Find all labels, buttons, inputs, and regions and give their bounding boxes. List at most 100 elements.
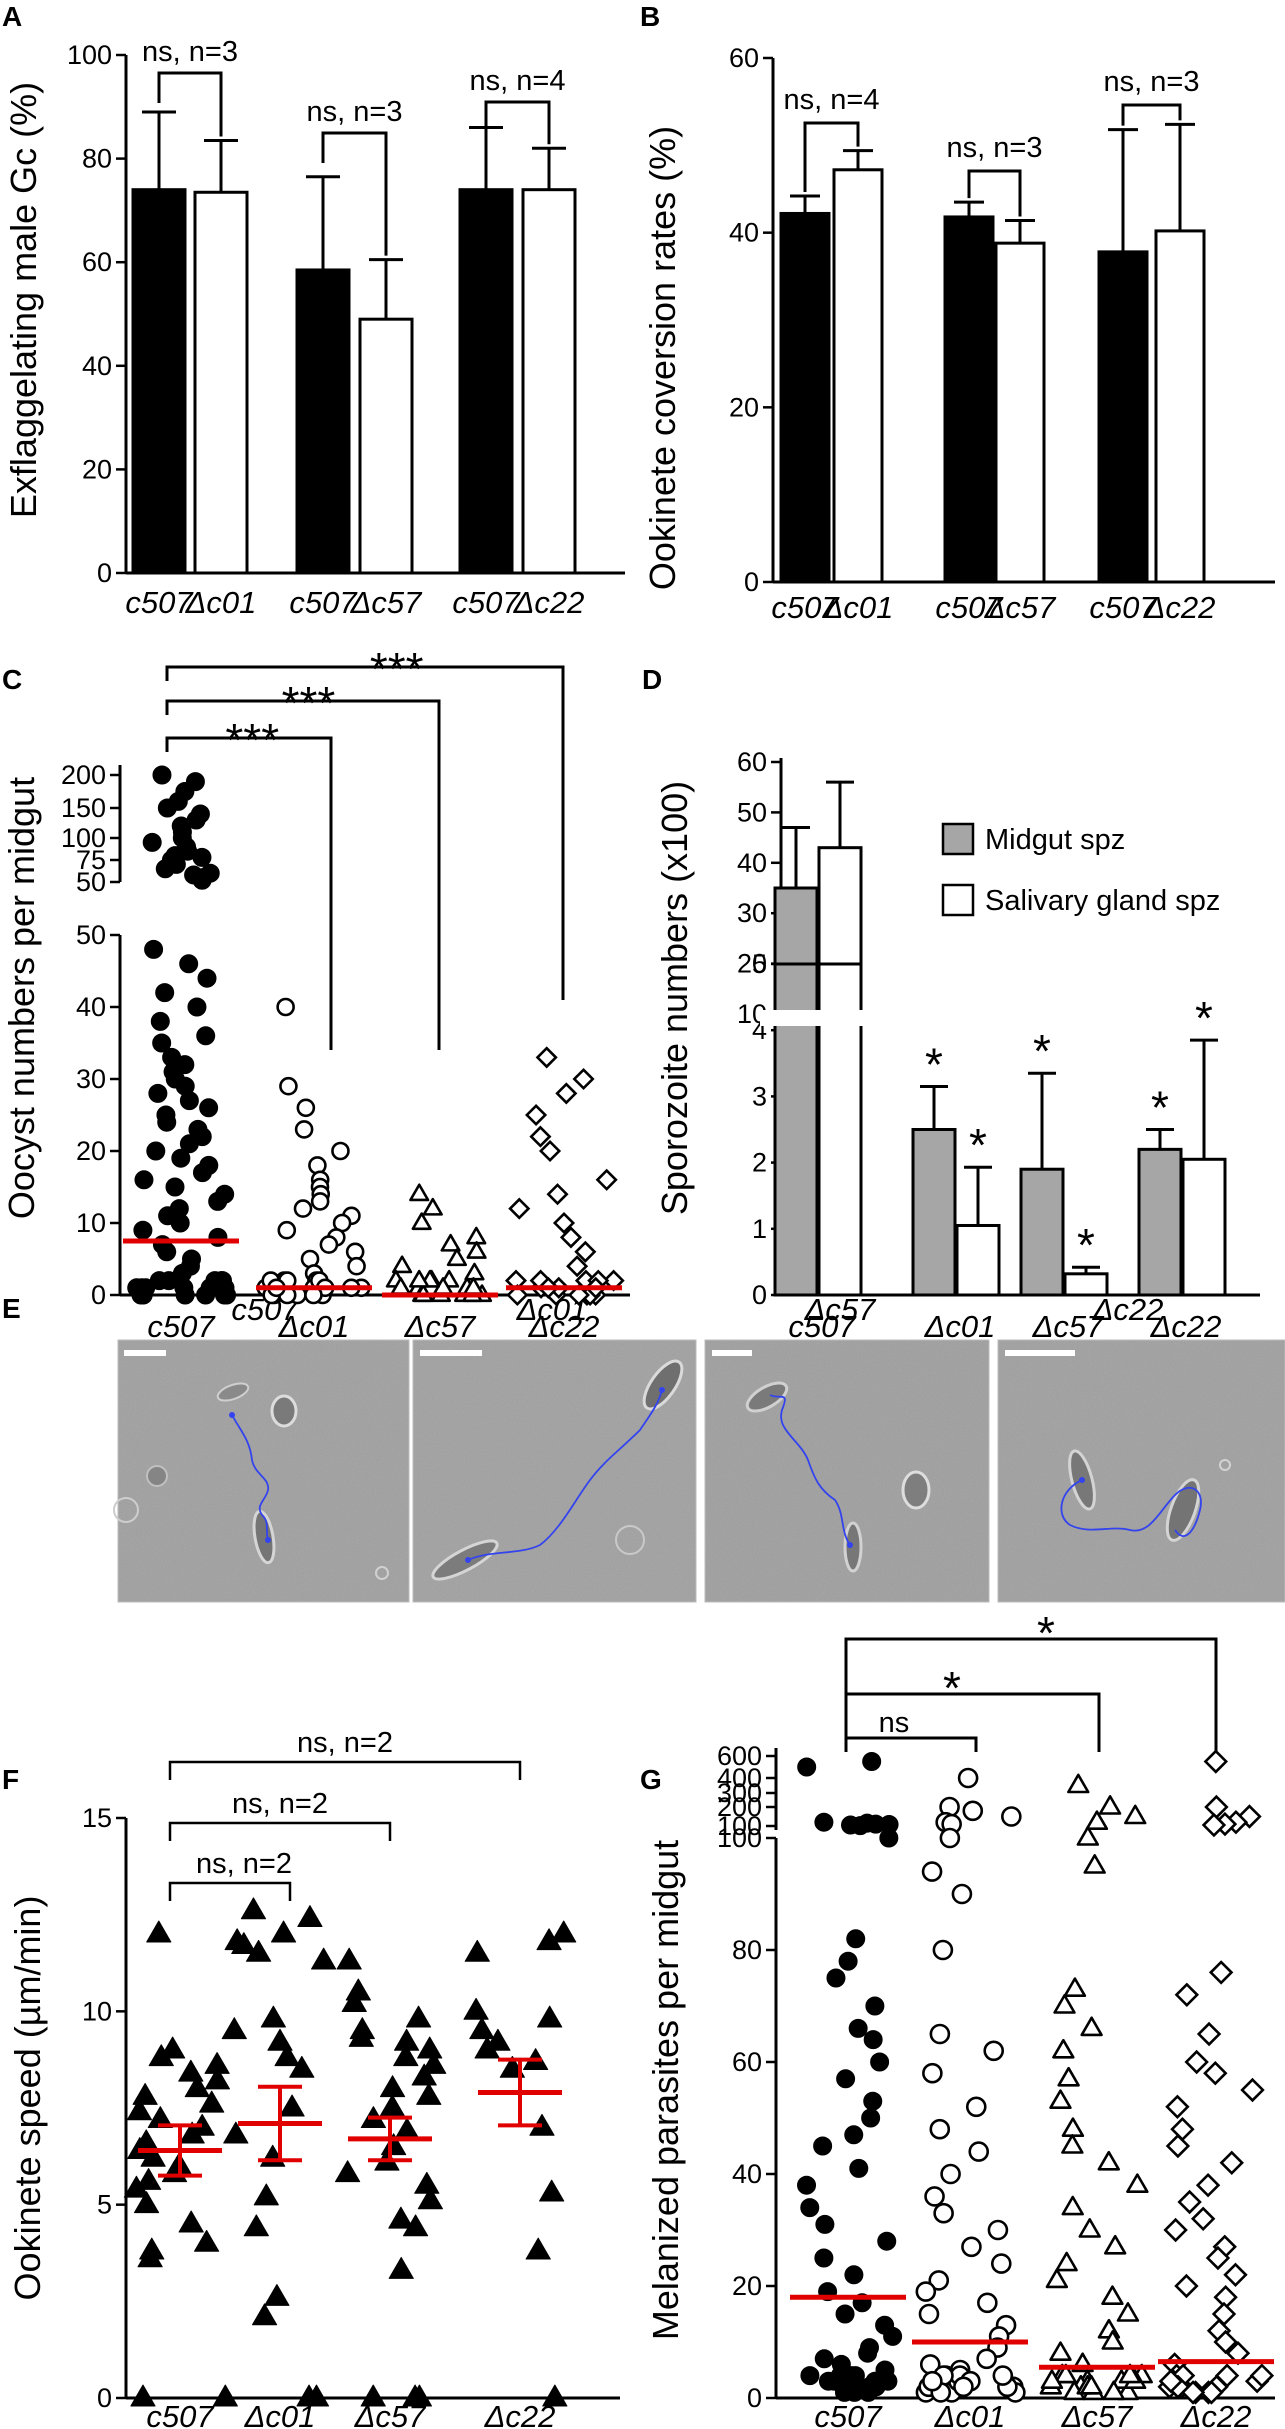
data-point (469, 2017, 495, 2040)
data-point (1199, 2380, 1224, 2405)
comparison-bracket-label: ns, n=2 (297, 1727, 393, 1759)
data-point (1201, 1812, 1227, 1838)
y-tick-label: 0 (97, 2383, 112, 2413)
bar (1154, 229, 1206, 584)
data-point (859, 2377, 879, 2397)
data-point (240, 1897, 267, 1920)
data-point (294, 1120, 314, 1139)
data-point (508, 1197, 531, 1220)
data-point (1237, 1804, 1262, 1829)
data-point (446, 1248, 468, 1267)
x-tick-label: Δc01 (185, 585, 257, 620)
data-point (393, 2044, 419, 2067)
data-point (1078, 2218, 1101, 2238)
data-point (1055, 2251, 1078, 2272)
data-point (417, 2187, 443, 2210)
data-point (922, 2062, 943, 2084)
y-tick-label: 40 (732, 2159, 762, 2189)
data-point (379, 2075, 406, 2098)
bar (521, 188, 577, 575)
scatter-group (915, 1767, 1026, 2403)
y-tick-label: 40 (82, 351, 112, 381)
bar (1063, 1272, 1109, 1297)
data-point (815, 2214, 835, 2234)
y-tick-label: 300 (717, 1778, 762, 1808)
x-tick-label: Δc57 (984, 590, 1058, 625)
data-point (296, 2384, 322, 2407)
comparison-bracket-label: ns, n=2 (232, 1788, 328, 1820)
data-point (144, 939, 164, 959)
y-tick-label: 200 (61, 760, 106, 790)
data-point (918, 2303, 940, 2325)
data-point (414, 2171, 440, 2194)
data-point (797, 2175, 817, 2195)
data-point (848, 2018, 868, 2038)
scatter-group (385, 1183, 493, 1303)
panel-b-ylabel: Ookinete coversion rates (%) (642, 126, 683, 590)
data-point (251, 2303, 278, 2326)
data-point (1124, 1804, 1147, 1825)
data-point (1101, 2285, 1124, 2305)
micrograph-c507 (113, 1339, 410, 1603)
comparison-bracket-label: ns, n=4 (784, 84, 880, 116)
comparison-bracket (165, 699, 441, 1050)
y-tick-label: 20 (732, 2271, 762, 2301)
data-point (394, 2117, 420, 2140)
data-point (1049, 2089, 1072, 2109)
data-point (134, 1170, 154, 1190)
data-point (1054, 2363, 1077, 2384)
data-point (850, 1816, 870, 1836)
data-point (179, 1091, 199, 1111)
data-point (961, 2236, 982, 2258)
y-tick-label: 100 (67, 40, 112, 70)
data-point (411, 1212, 432, 1231)
panel-letter-c: C (2, 664, 22, 695)
data-point (409, 1183, 430, 1202)
data-point (542, 2384, 568, 2407)
comparison-bracket (165, 736, 333, 1050)
bar (193, 190, 249, 575)
data-point (800, 2198, 820, 2218)
data-point (849, 2158, 869, 2178)
micrograph-title-dc22: Δc22 (1092, 1292, 1164, 1327)
x-tick-label: Δc57 (1061, 2399, 1135, 2429)
micrograph-dc01 (412, 1339, 697, 1603)
data-point (196, 1285, 216, 1305)
y-tick-label: 10 (82, 1996, 112, 2026)
data-point (883, 2326, 903, 2346)
y-tick-label: 50 (76, 920, 106, 950)
x-tick-label: c507 (1089, 590, 1158, 625)
y-tick-label: 60 (82, 247, 112, 277)
data-point (1116, 2302, 1140, 2322)
data-point (977, 2292, 998, 2314)
data-point (1190, 2206, 1216, 2231)
comparison-bracket (168, 1760, 522, 1780)
y-tick-label: 10 (76, 1208, 106, 1238)
data-point (331, 1141, 350, 1161)
data-point (836, 2069, 856, 2089)
data-point (194, 2229, 220, 2252)
data-point (940, 2163, 961, 2185)
data-point (391, 1255, 413, 1274)
legend-label-salivary: Salivary gland spz (985, 885, 1220, 917)
data-point (797, 1757, 817, 1777)
data-point (525, 1103, 548, 1127)
legend-swatch-salivary (941, 883, 975, 917)
data-point (135, 2168, 162, 2190)
data-point (877, 2231, 897, 2251)
data-point (152, 765, 172, 785)
bar (458, 188, 514, 575)
x-tick-label: c507 (788, 1309, 857, 1344)
micrograph-dc22 (997, 1339, 1285, 1603)
panel-c-ylabel: Oocyst numbers per midgut (1, 777, 42, 1219)
data-point (208, 1227, 228, 1247)
data-point (360, 2384, 386, 2407)
data-point (311, 1947, 337, 1970)
panel-letter-a: A (2, 1, 22, 32)
x-tick-label: Δc57 (350, 585, 424, 620)
x-tick-label: c507 (452, 585, 521, 620)
scatter-group (127, 765, 237, 1305)
data-point (150, 1011, 170, 1031)
data-point (953, 2376, 974, 2398)
data-point (1061, 2117, 1085, 2137)
